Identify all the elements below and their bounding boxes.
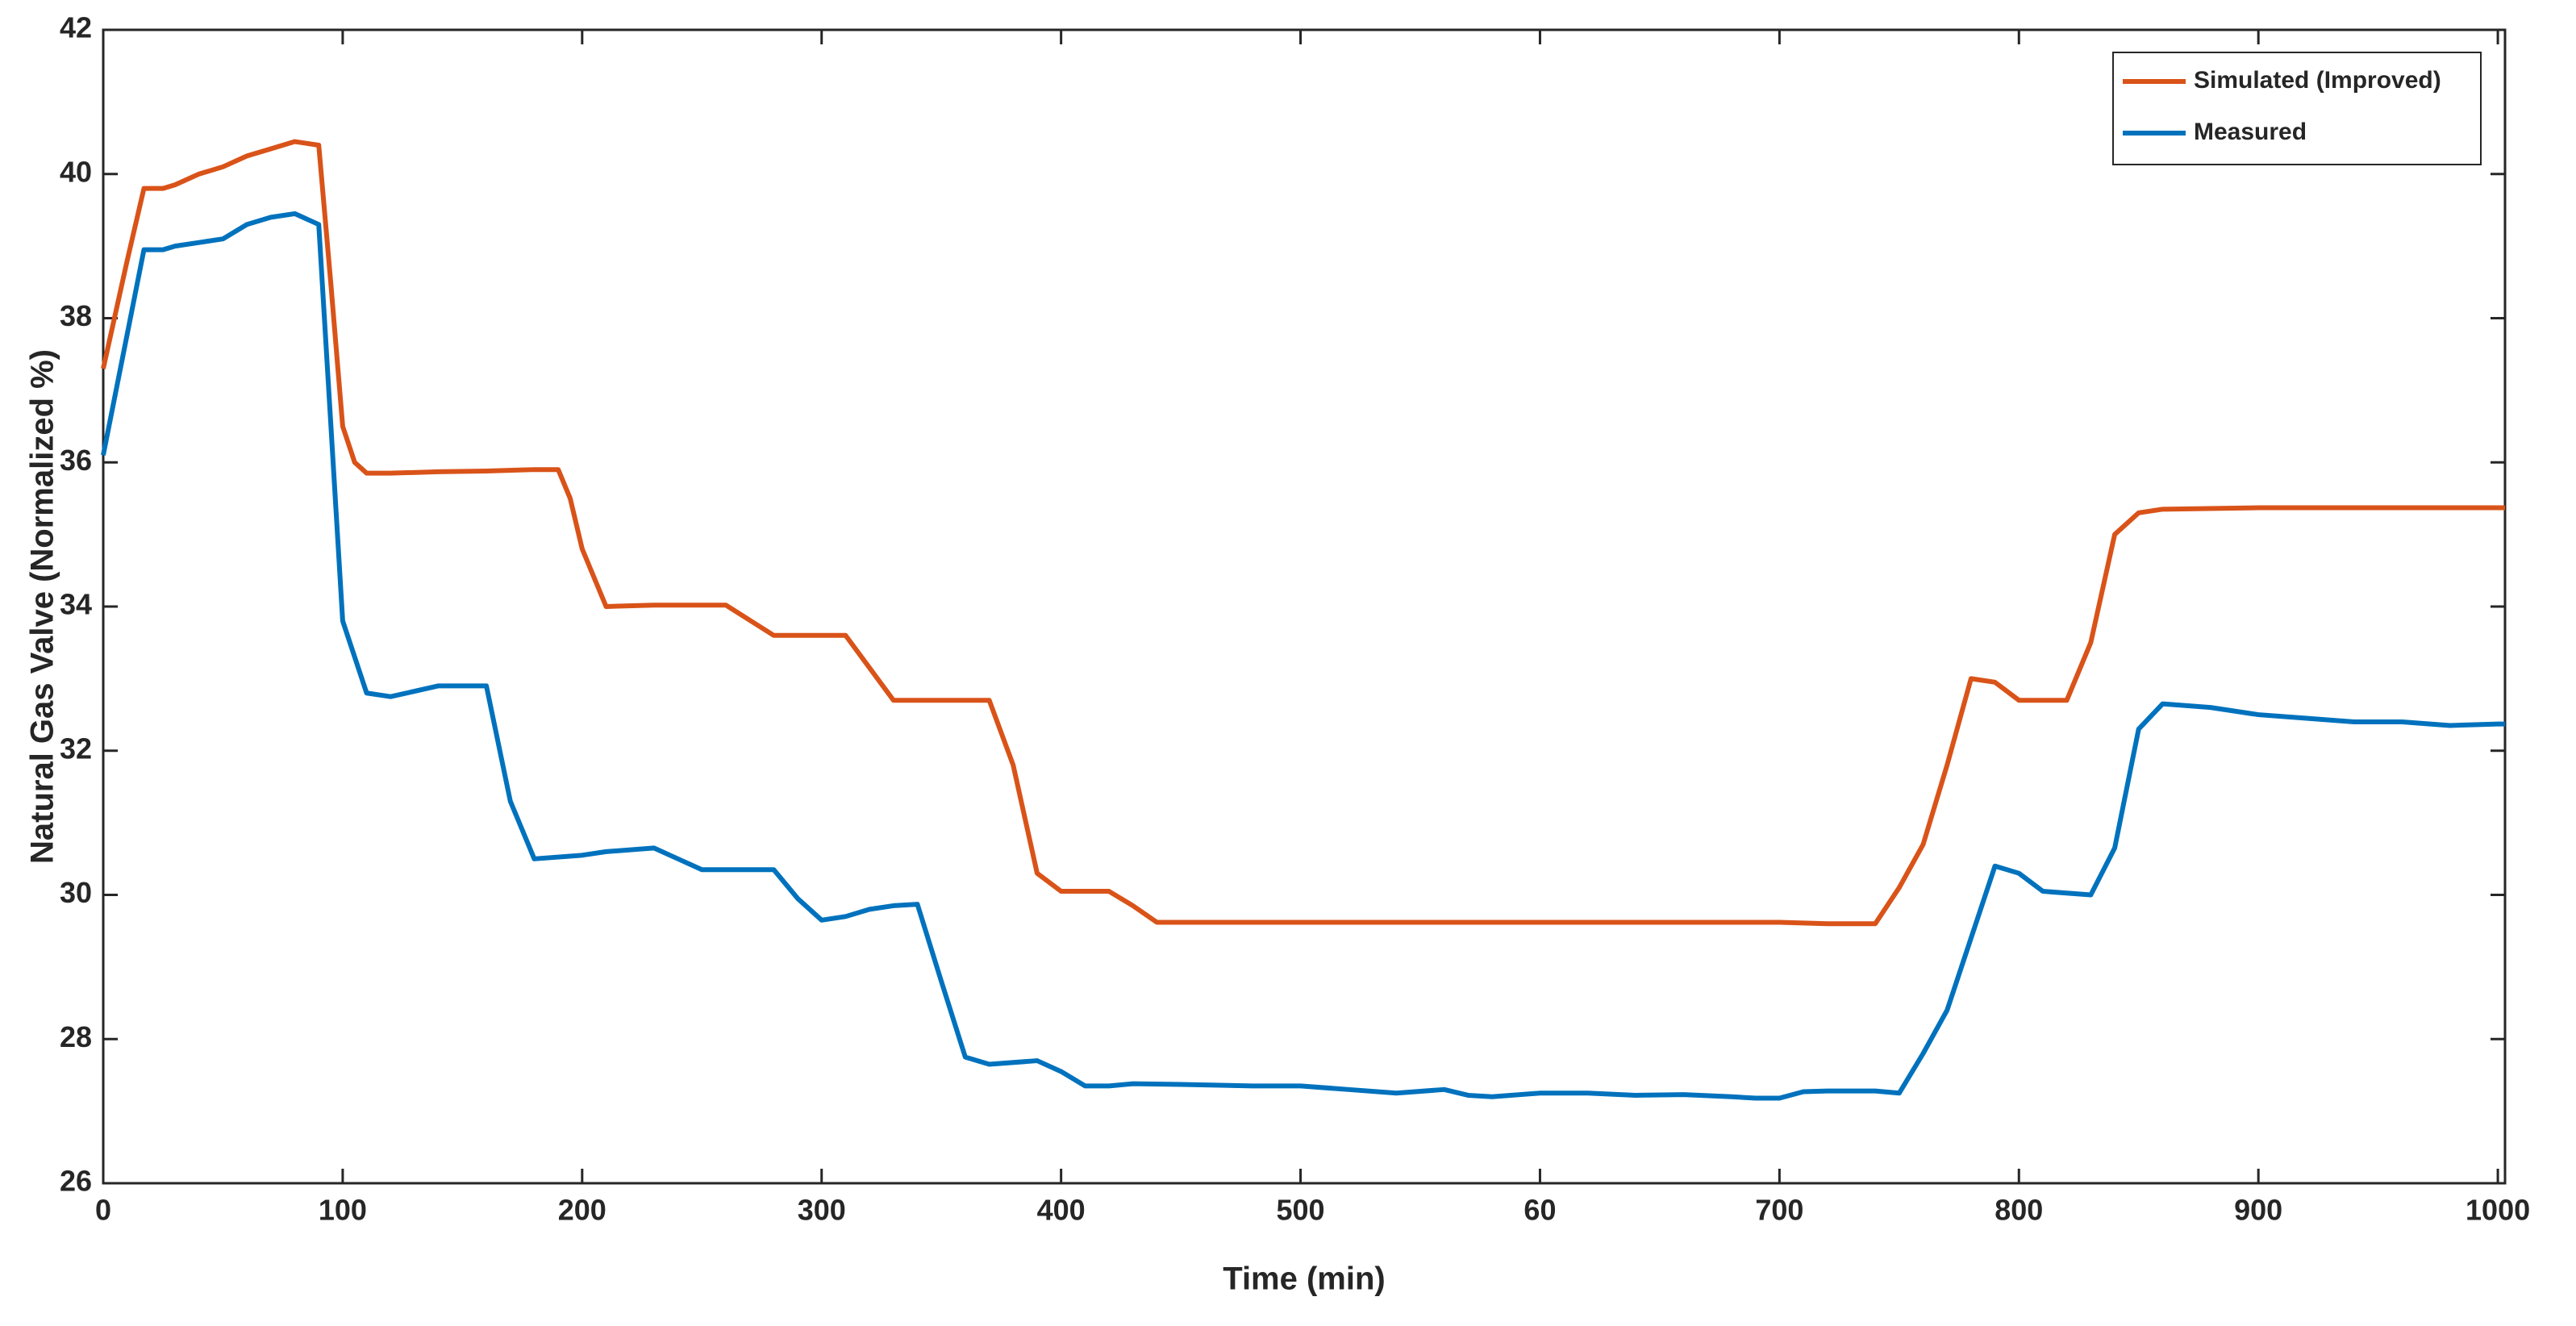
x-tick-label: 1000	[2466, 1194, 2530, 1227]
x-tick-label: 60	[1524, 1194, 1556, 1227]
x-tick-label: 900	[2234, 1194, 2282, 1227]
x-tick-label: 200	[558, 1194, 606, 1227]
y-tick-label: 40	[60, 155, 92, 188]
x-axis-label: Time (min)	[1223, 1261, 1386, 1297]
x-tick-label: 0	[95, 1194, 111, 1227]
plot-area	[102, 28, 2507, 1185]
legend-label: Simulated (Improved)	[2194, 67, 2441, 94]
y-tick-label: 26	[60, 1165, 92, 1198]
y-tick-label: 42	[60, 11, 92, 44]
x-tick-label: 100	[319, 1194, 367, 1227]
y-tick-label: 34	[60, 588, 92, 621]
series-line	[101, 139, 2505, 927]
x-tick-label: 500	[1277, 1194, 1325, 1227]
y-tick-label: 32	[60, 732, 92, 765]
legend-label: Measured	[2194, 119, 2307, 145]
x-tick-label: 300	[798, 1194, 846, 1227]
y-tick-label: 38	[60, 299, 92, 332]
y-tick-label: 28	[60, 1020, 92, 1053]
y-tick-label: 30	[60, 876, 92, 909]
x-tick-label: 800	[1995, 1194, 2043, 1227]
y-axis-label: Natural Gas Valve (Normalized %)	[25, 349, 60, 864]
series-line	[101, 211, 2505, 1101]
x-tick-label: 700	[1755, 1194, 1803, 1227]
y-tick-label: 36	[60, 444, 92, 477]
x-tick-label: 400	[1037, 1194, 1086, 1227]
legend-box	[2112, 52, 2482, 165]
